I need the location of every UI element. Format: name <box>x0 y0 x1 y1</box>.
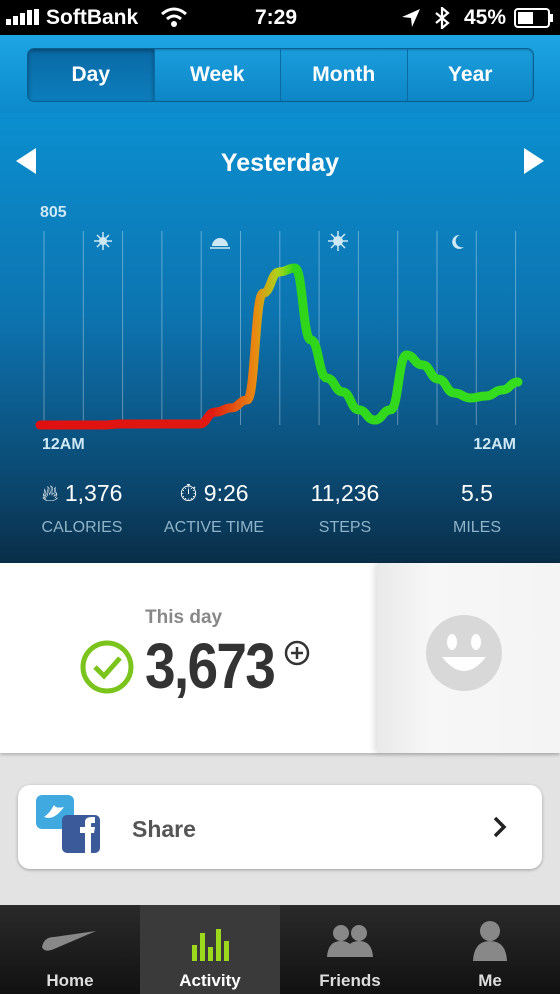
period-selector: Day Week Month Year <box>27 48 534 102</box>
stat-label: ACTIVE TIME <box>163 519 265 536</box>
graph-end-label: 12AM <box>473 436 516 453</box>
status-icons <box>402 7 450 29</box>
fuel-value: 3,673 <box>145 630 276 702</box>
stats-row: 🔥︎ 1,376 CALORIES ⏱︎ 9:26 ACTIVE TIME 11,2… <box>0 480 560 550</box>
tab-month[interactable]: Month <box>280 49 407 101</box>
next-day-button[interactable] <box>524 148 544 174</box>
activity-line <box>35 263 523 430</box>
stat-label: STEPS <box>318 519 372 536</box>
tab-label: Activity <box>179 971 241 990</box>
stat-steps: 11,236 STEPS <box>275 480 415 537</box>
fuel-caption: This day <box>145 607 223 628</box>
goal-check-icon <box>80 640 134 694</box>
active-time-value: 9:26 <box>203 480 249 506</box>
tab-week[interactable]: Week <box>153 49 281 101</box>
smiley-face[interactable] <box>424 613 504 693</box>
wifi-icon <box>161 7 187 27</box>
graph-start-label: 12AM <box>42 436 85 453</box>
calories-value: 1,376 <box>64 480 123 506</box>
stat-calories: 🔥︎ 1,376 CALORIES <box>12 480 152 537</box>
plus-icon[interactable] <box>284 639 312 667</box>
stat-value: 5.5 <box>407 480 547 507</box>
share-button[interactable]: Share <box>18 785 542 869</box>
tab-label: Me <box>478 971 502 990</box>
tab-label: Home <box>46 971 94 990</box>
tab-me[interactable]: Me <box>420 905 560 994</box>
header: Day Week Month Year <box>0 35 560 113</box>
stat-label: MILES <box>452 519 501 536</box>
mood-panel <box>377 563 560 753</box>
stat-miles: 5.5 MILES <box>407 480 547 537</box>
chevron-icon <box>493 816 507 838</box>
battery-icon <box>514 8 553 28</box>
day-title: Yesterday <box>221 149 339 177</box>
graph-max-label: 805 <box>40 204 67 221</box>
tab-activity[interactable]: Activity <box>140 905 280 994</box>
activity-icon <box>192 929 229 961</box>
time-of-day-icons <box>94 231 464 251</box>
status-bar: SoftBank 7:29 45% <box>0 0 560 35</box>
tab-year[interactable]: Year <box>406 49 534 101</box>
tab-day[interactable]: Day <box>28 49 154 101</box>
miles-value: 5.5 <box>461 480 493 506</box>
tab-bar: Home Activity Friends Me <box>0 905 560 994</box>
activity-panel <box>0 113 560 563</box>
stat-active-time: ⏱︎ 9:26 ACTIVE TIME <box>144 480 284 537</box>
stat-value: 🔥︎ 1,376 <box>41 480 123 506</box>
signal-icon <box>6 9 39 25</box>
graph-grid <box>43 231 517 425</box>
home-icon <box>42 931 96 951</box>
fuel-card: This day 3,673 <box>0 563 560 753</box>
activity-graph: Yesterday 805 12AM 12AM <box>16 148 544 453</box>
previous-day-button[interactable] <box>16 148 36 174</box>
me-icon <box>473 921 507 961</box>
stat-label: CALORIES <box>41 519 123 536</box>
stat-value: ⏱︎ 9:26 <box>179 480 249 506</box>
tab-friends[interactable]: Friends <box>280 905 420 994</box>
carrier: SoftBank <box>46 6 139 29</box>
time: 7:29 <box>255 6 298 29</box>
tab-home[interactable]: Home <box>0 905 140 994</box>
friends-icon <box>327 925 373 957</box>
social-icons <box>36 795 100 853</box>
steps-value: 11,236 <box>310 480 380 506</box>
tab-label: Friends <box>319 971 381 990</box>
battery-percent: 45% <box>464 6 507 29</box>
share-label: Share <box>132 816 196 842</box>
stat-value: 11,236 <box>275 480 415 507</box>
